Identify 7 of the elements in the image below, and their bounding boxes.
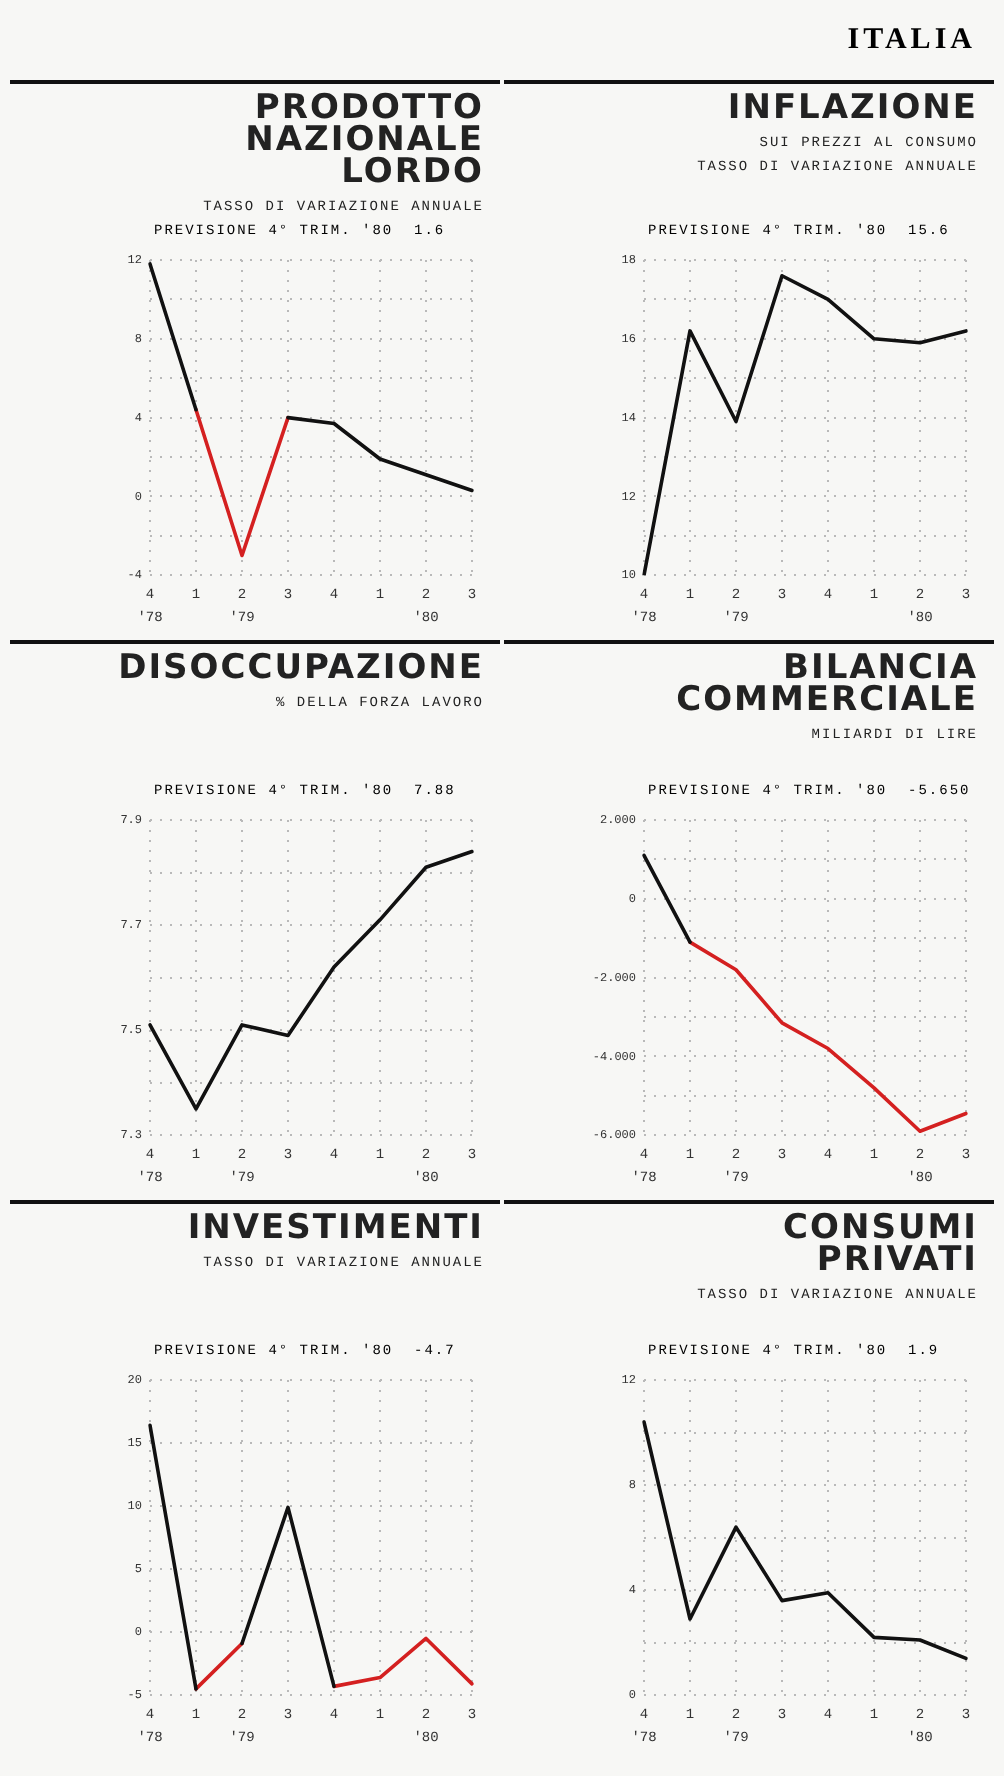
chart-title: CONSUMI PRIVATI <box>783 1208 978 1280</box>
chart-title: INVESTIMENTI <box>187 1208 484 1248</box>
chart-title: INFLAZIONE <box>727 88 978 128</box>
text: ITALIA <box>847 24 976 58</box>
chart-title: PRODOTTO NAZIONALE LORDO <box>245 88 484 192</box>
chart-title: DISOCCUPAZIONE <box>118 648 484 688</box>
chart-title: BILANCIA COMMERCIALE <box>676 648 978 720</box>
